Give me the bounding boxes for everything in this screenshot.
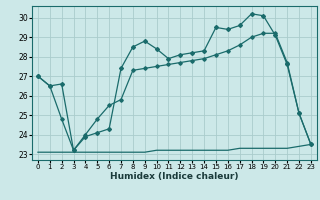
X-axis label: Humidex (Indice chaleur): Humidex (Indice chaleur): [110, 172, 239, 181]
